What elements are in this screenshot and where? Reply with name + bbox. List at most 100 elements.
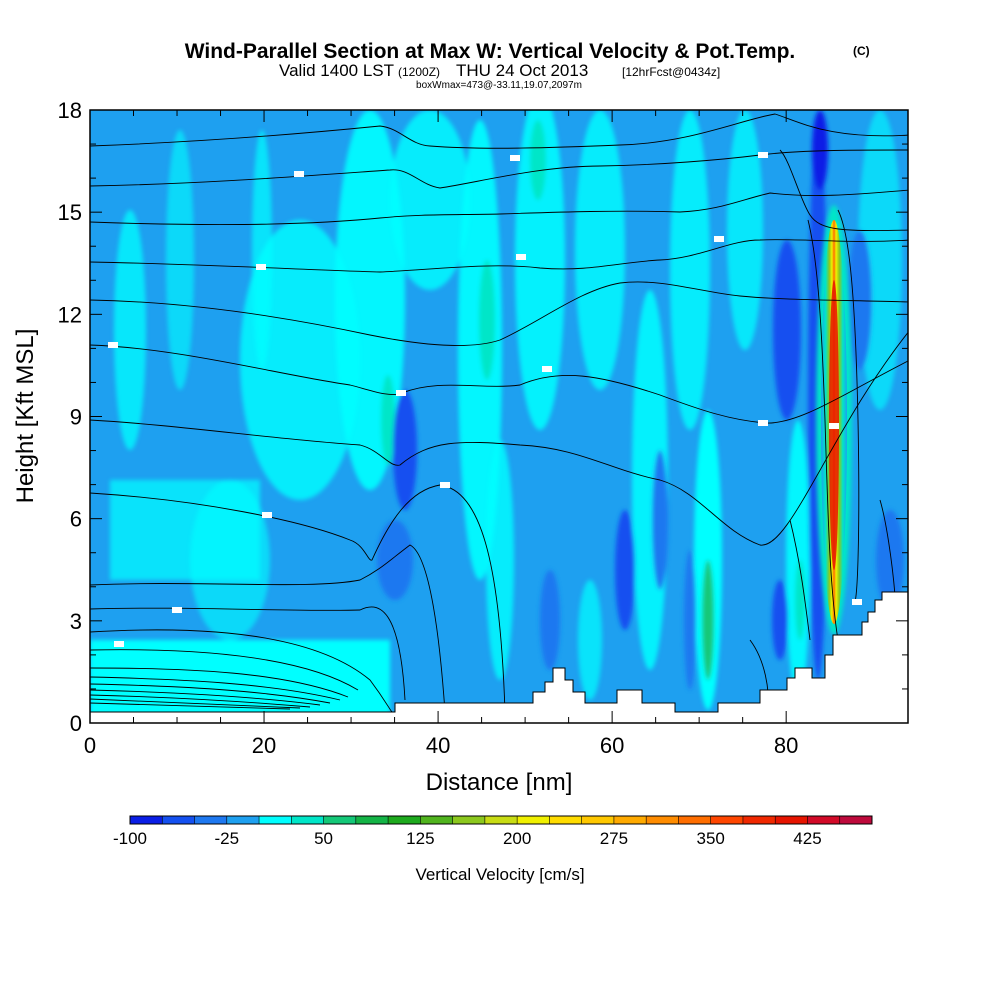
theta-contours (90, 113, 908, 713)
colorbar-swatch (259, 816, 292, 824)
colorbar-swatch (581, 816, 615, 824)
colorbar-tick-label: 125 (406, 829, 434, 848)
theta-contour (90, 694, 311, 708)
colorbar-tick-label: 350 (697, 829, 725, 848)
theta-contour (90, 698, 301, 709)
colorbar-swatch (162, 816, 195, 824)
colorbar-swatch (420, 816, 453, 824)
y-tick-label: 12 (58, 302, 82, 327)
y-tick-label: 18 (58, 98, 82, 123)
theta-label-box (714, 236, 724, 242)
subtitle-date: THU 24 Oct 2013 (456, 61, 588, 80)
velocity-field (90, 110, 904, 715)
colorbar-swatch (549, 816, 582, 824)
theta-label-box (758, 152, 768, 158)
w-region-down (876, 510, 904, 610)
colorbar-swatch (646, 816, 679, 824)
x-axis-label: Distance [nm] (426, 769, 573, 796)
theta-label-box (108, 342, 118, 348)
theta-labels (108, 152, 862, 647)
colorbar-swatch (742, 816, 776, 824)
colorbar-swatch (710, 816, 744, 824)
colorbar-tick-label: -25 (214, 829, 239, 848)
w-region-down (377, 520, 413, 600)
subtitle-fcst: [12hrFcst@0434z] (622, 65, 720, 79)
theta-contour (90, 189, 908, 226)
colorbar-swatch (388, 816, 421, 824)
theta-label-box (256, 264, 266, 270)
w-region-cyan (486, 440, 514, 680)
w-region-cyan (515, 110, 565, 430)
y-tick-label: 9 (70, 405, 82, 430)
colorbar-tick-label: 425 (793, 829, 821, 848)
w-region-teal (479, 260, 495, 380)
y-tick-label: 6 (70, 507, 82, 532)
colorbar-swatch (323, 816, 357, 824)
w-region-cyan (190, 480, 270, 640)
w-region-down (615, 510, 635, 630)
colorbar-tick-label: 275 (600, 829, 628, 848)
subtitle-utc: (1200Z) (398, 65, 440, 79)
theta-label-box (114, 641, 124, 647)
y-tick-label: 3 (70, 609, 82, 634)
w-region-cyan (166, 130, 194, 390)
w-region-cyan (114, 210, 146, 450)
theta-contour (90, 649, 359, 691)
colorbar-tick-label: 200 (503, 829, 531, 848)
colorbar-swatch (613, 816, 647, 824)
colorbar: -100 -25 50 125 200 275 350 425 (113, 815, 873, 848)
colorbar-swatch (226, 816, 260, 824)
theta-contour (90, 239, 908, 273)
colorbar-swatch (517, 816, 550, 824)
theta-contour (90, 606, 406, 701)
theta-label-box (542, 366, 552, 372)
theta-label-box (516, 254, 526, 260)
theta-label-box (262, 512, 272, 518)
chart-title: Wind-Parallel Section at Max W: Vertical… (185, 40, 796, 63)
theta-label-box (852, 599, 862, 605)
w-region-down (772, 580, 788, 660)
plot-area (90, 110, 908, 723)
w-region-cyan (240, 220, 360, 500)
updraft-core (816, 205, 852, 635)
colorbar-swatch (130, 816, 163, 824)
terrain (90, 591, 908, 723)
w-region-down (540, 570, 560, 670)
colorbar-swatch (355, 816, 389, 824)
colorbar-swatch (775, 816, 808, 824)
colorbar-tick-label: -100 (113, 829, 147, 848)
w-region-teal (702, 560, 714, 680)
subtitle-line: Valid 1400 LST (1200Z) THU 24 Oct 2013 [… (279, 61, 720, 80)
theta-contour (90, 667, 349, 698)
w-region-down (652, 450, 668, 590)
y-tick-label: 15 (58, 200, 82, 225)
w-region-down (393, 390, 417, 510)
theta-contour (879, 499, 896, 596)
theta-label-box (172, 607, 182, 613)
w-region-teal (795, 560, 805, 640)
colorbar-swatch (678, 816, 711, 824)
theta-contour (90, 629, 393, 713)
w-region-teal (530, 120, 546, 200)
theta-label-box (396, 390, 406, 396)
title-mark: (C) (853, 44, 870, 58)
w-region-down (812, 110, 828, 190)
theta-contour (90, 544, 446, 713)
x-axis: 0 20 40 60 80 (84, 110, 798, 758)
y-axis: 0 3 6 9 12 15 18 (58, 98, 908, 736)
w-region-down (848, 230, 872, 370)
theta-contour (90, 113, 908, 149)
theta-contour (90, 149, 908, 189)
w-region-cyan (670, 110, 710, 430)
theta-contour (90, 676, 341, 701)
theta-label-box (829, 423, 839, 429)
y-axis-label: Height [Kft MSL] (12, 329, 39, 504)
theta-contour (90, 702, 291, 710)
theta-contour (90, 281, 908, 346)
x-tick-label: 60 (600, 733, 624, 758)
subtitle-box: boxWmax=473@-33.11,19.07,2097m (416, 80, 582, 91)
x-tick-label: 0 (84, 733, 96, 758)
x-tick-label: 20 (252, 733, 276, 758)
theta-contour (90, 683, 331, 704)
